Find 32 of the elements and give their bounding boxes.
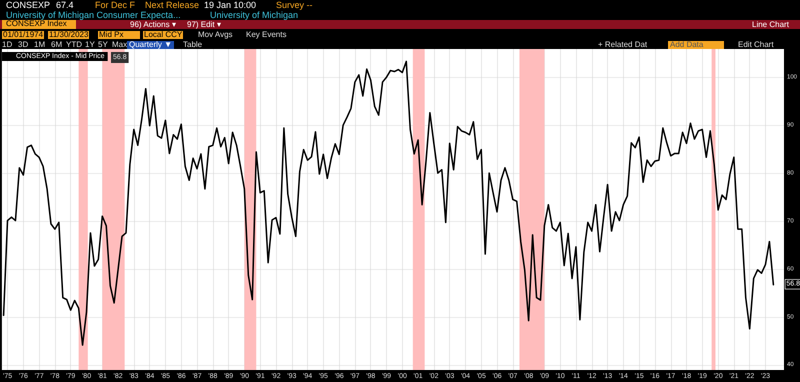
line-series: [2, 60, 774, 346]
text: Survey --: [276, 0, 313, 10]
chart-title: University of Michigan Consumer Expecta...: [6, 10, 181, 20]
text: 11/30/2023: [48, 30, 90, 39]
annotation: Max: [112, 40, 128, 49]
text: 19 Jan 10:00: [204, 0, 256, 10]
chart-subtitle: University of Michigan: [210, 10, 298, 20]
annotation: 1M: [34, 40, 46, 49]
annotation: Edit Chart: [738, 40, 774, 49]
text: 01/01/1974: [2, 30, 44, 39]
text: 96) Actions ▾: [130, 20, 176, 29]
text: For Dec F: [95, 0, 136, 10]
text: 67.4: [56, 0, 74, 10]
text: CONSEXP Index: [2, 19, 76, 29]
annotation: Add Data: [668, 40, 724, 49]
annotation: Quarterly ▼: [127, 40, 174, 49]
annotation: 1Y: [85, 40, 95, 49]
text: CONSEXP: [6, 0, 50, 10]
annotation: 6M: [51, 40, 62, 49]
annotation: 5Y: [98, 40, 108, 49]
annotation: 3D: [18, 40, 28, 49]
text: Next Release: [145, 0, 200, 10]
text: Mov Avgs: [198, 30, 233, 39]
annotation: 1D: [2, 40, 12, 49]
text: Key Events: [246, 30, 286, 39]
text: 97) Edit ▾: [187, 20, 221, 29]
text: Mid Px: [98, 30, 140, 39]
text: Line Chart: [752, 20, 789, 29]
text: Local CCY: [143, 30, 183, 39]
annotation: YTD: [66, 40, 82, 49]
annotation: + Related Dat: [598, 40, 648, 49]
annotation: Table: [183, 40, 202, 49]
